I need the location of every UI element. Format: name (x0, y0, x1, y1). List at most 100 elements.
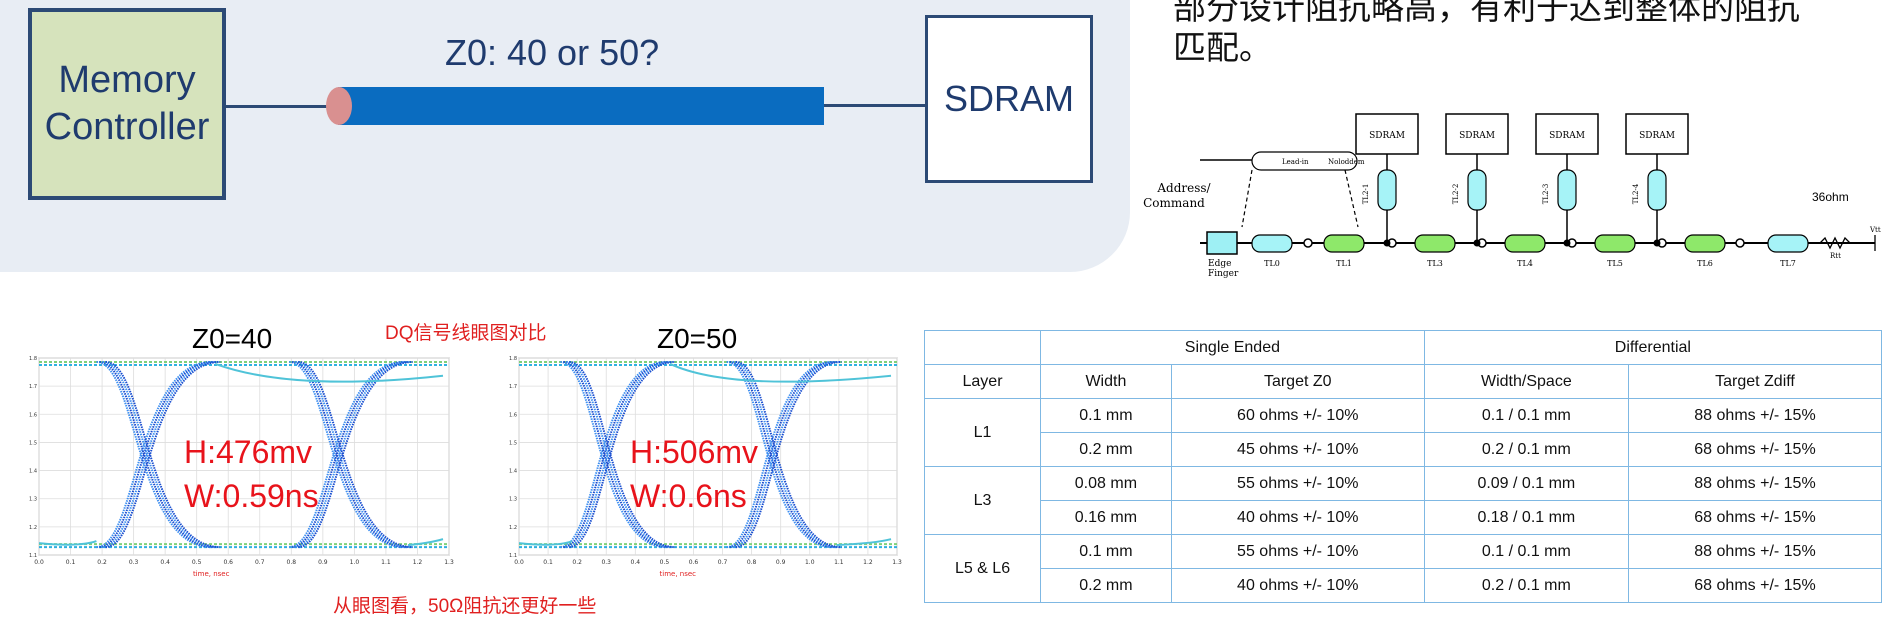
transmission-line (338, 87, 824, 125)
x-tick-label: 0.1 (543, 559, 553, 566)
transmission-line-end (326, 87, 352, 125)
width-space-cell: 0.09 / 0.1 mm (1423, 466, 1629, 501)
eye-diagram-z40: 0.0 0.1 0.2 0.3 0.4 0.5 0.6 0.7 0.8 0.9 1.0 1.1 1.2 1… (29, 356, 454, 578)
layer-cell: L3 (923, 466, 1042, 535)
branch-1: SDRAM TL2-1 (1355, 113, 1419, 247)
y-tick-label: 1.6 (509, 412, 517, 418)
width-space-cell: 0.2 / 0.1 mm (1423, 568, 1629, 603)
description-line-2: 匹配。 (1173, 29, 1272, 66)
zdiff-cell: 88 ohms +/- 15% (1627, 398, 1883, 433)
eye2-height: H:506mv (630, 434, 759, 470)
z0-cell: 40 ohms +/- 10% (1170, 500, 1425, 535)
x-tick-label: 0.9 (318, 559, 328, 566)
rtt-resistor (1819, 236, 1851, 250)
z0-cell: 55 ohms +/- 10% (1170, 466, 1425, 501)
table-row: L5 & L6 0.1 mm 55 ohms +/- 10% 0.1 / 0.1… (923, 534, 1883, 603)
x-tick-label: 0.0 (34, 559, 44, 566)
y-tick-label: 1.8 (29, 356, 37, 362)
x-tick-label: 1.1 (381, 559, 391, 566)
vtt-label: Vtt (1869, 226, 1881, 234)
rtt-label: Rtt (1830, 252, 1841, 260)
x-tick-label: 1.3 (892, 559, 902, 566)
svg-text:SDRAM: SDRAM (1639, 131, 1675, 141)
z0-cell: 60 ohms +/- 10% (1170, 398, 1425, 433)
table-group-header: Single Ended Differential (923, 330, 1883, 365)
x-tick-label: 0.6 (689, 559, 699, 566)
width-space-cell: 0.1 / 0.1 mm (1423, 534, 1629, 569)
x-tick-label: 0.6 (223, 559, 233, 566)
x-axis-label: time, nsec (660, 570, 697, 578)
tl7-segment (1767, 234, 1809, 253)
y-tick-label: 1.2 (509, 525, 517, 531)
table-row: L3 0.08 mm 55 ohms +/- 10% 0.09 / 0.1 mm… (923, 466, 1883, 535)
table-row: 0.2 mm 45 ohms +/- 10% 0.2 / 0.1 mm 68 o… (925, 432, 1883, 467)
eye1-width: W:0.59ns (184, 478, 319, 514)
branch-2: SDRAM TL2-2 (1445, 113, 1509, 247)
y-tick-label: 1.3 (29, 497, 37, 503)
group-single-ended: Single Ended (1040, 330, 1425, 365)
sdram-box: SDRAM (925, 15, 1093, 183)
width-cell: 0.16 mm (1040, 500, 1172, 535)
width-cell: 0.1 mm (1040, 534, 1172, 569)
tl0-label: TL0 (1264, 259, 1280, 268)
eye-traces (518, 360, 897, 549)
x-tick-label: 0.7 (255, 559, 265, 566)
x-tick-label: 0.3 (601, 559, 611, 566)
z0-cell: 40 ohms +/- 10% (1170, 568, 1425, 603)
table-row: L1 0.1 mm 60 ohms +/- 10% 0.1 / 0.1 mm 8… (923, 398, 1883, 467)
sdram-branches: SDRAM TL2-1 SDRAM TL2-2 SDRAM TL2-3 SDRA… (1355, 113, 1689, 247)
eye-traces (38, 360, 449, 549)
sdram-chip-3 (1535, 113, 1599, 155)
tl-segments (1251, 234, 1809, 253)
svg-text:TL2-1: TL2-1 (1362, 184, 1370, 205)
nobd-label: Noloddem (1328, 158, 1365, 166)
zdiff-cell: 88 ohms +/- 15% (1627, 534, 1883, 569)
x-tick-label: 0.7 (718, 559, 728, 566)
table-header-blank (923, 330, 1042, 365)
sdram-chip-2 (1445, 113, 1509, 155)
eye2-title: Z0=50 (657, 323, 738, 354)
width-cell: 0.2 mm (1040, 568, 1172, 603)
svg-text:TL2-4: TL2-4 (1632, 183, 1640, 204)
eye-caption-bottom: 从眼图看，50Ω阻抗还更好一些 (333, 596, 597, 617)
header-layer: Layer (923, 364, 1042, 399)
tl4-segment (1504, 234, 1546, 253)
edge-finger (1206, 231, 1238, 255)
x-tick-label: 0.8 (747, 559, 757, 566)
branch-4: SDRAM TL2-4 (1625, 113, 1689, 247)
wire-left (226, 105, 346, 108)
zdiff-cell: 68 ohms +/- 15% (1627, 432, 1883, 467)
source-label-1: Address/ (1156, 181, 1211, 195)
x-tick-label: 1.0 (805, 559, 815, 566)
header-target-z0: Target Z0 (1170, 364, 1425, 399)
x-axis-label: time, nsec (193, 570, 230, 578)
x-tick-label: 0.3 (129, 559, 139, 566)
z0-cell: 45 ohms +/- 10% (1170, 432, 1425, 467)
eye-caption-top: DQ信号线眼图对比 (385, 323, 547, 344)
width-space-cell: 0.1 / 0.1 mm (1423, 398, 1629, 433)
eye2-width: W:0.6ns (630, 478, 747, 514)
branch-3: SDRAM TL2-3 (1535, 113, 1599, 247)
y-tick-label: 1.3 (509, 497, 517, 503)
description-line-1: 部分设计阻抗略高，有利于达到整体的阻抗 (1173, 0, 1800, 26)
svg-text:SDRAM: SDRAM (1459, 131, 1495, 141)
layer-cell: L1 (923, 398, 1042, 467)
svg-text:TL2-3: TL2-3 (1542, 184, 1550, 205)
svg-text:TL2-2: TL2-2 (1452, 184, 1460, 205)
wire-right (824, 104, 925, 107)
z0-cell: 55 ohms +/- 10% (1170, 534, 1425, 569)
tl3-label: TL3 (1427, 259, 1443, 268)
eye1-height: H:476mv (184, 434, 313, 470)
x-tick-label: 0.2 (572, 559, 582, 566)
zdiff-cell: 88 ohms +/- 15% (1627, 466, 1883, 501)
x-tick-label: 0.8 (287, 559, 297, 566)
tl6-label: TL6 (1697, 259, 1713, 268)
y-tick-label: 1.5 (29, 440, 37, 446)
table-column-header: Layer Width Target Z0 Width/Space Target… (923, 364, 1883, 399)
width-cell: 0.2 mm (1040, 432, 1172, 467)
y-tick-label: 1.8 (509, 356, 517, 362)
x-tick-label: 1.2 (413, 559, 423, 566)
x-tick-label: 0.1 (66, 559, 76, 566)
x-tick-label: 0.4 (631, 559, 641, 566)
description-text: 部分设计阻抗略高，有利于达到整体的阻抗 匹配。 (1173, 0, 1800, 68)
